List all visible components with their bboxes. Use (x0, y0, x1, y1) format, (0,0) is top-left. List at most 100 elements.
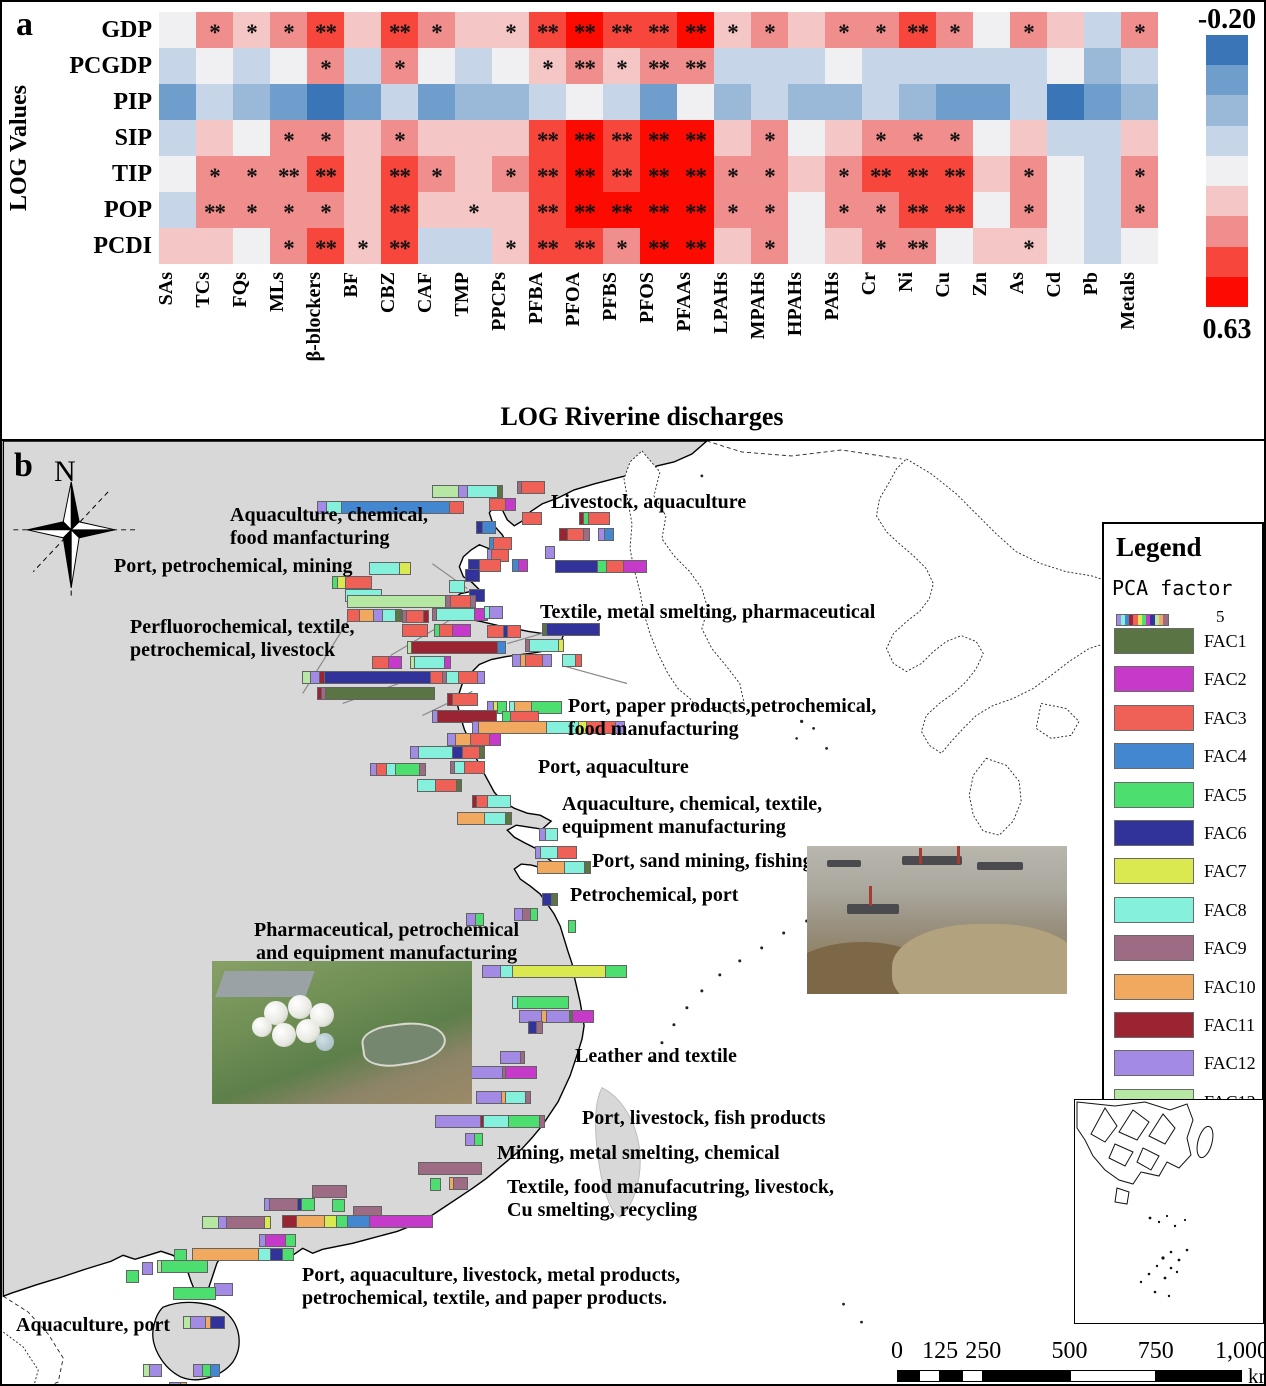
pca-bar-segment (456, 734, 471, 745)
pca-bar-segment (450, 581, 464, 592)
significance-marker: * (838, 200, 850, 225)
heatmap-cell (344, 84, 381, 120)
pca-bar-segment (488, 626, 504, 637)
pca-bar-segment (333, 1200, 344, 1211)
pca-stacked-bar (259, 1234, 296, 1247)
heatmap-cell: * (825, 192, 862, 228)
pca-bar-segment (371, 764, 377, 775)
pca-bar-segment (143, 1263, 152, 1274)
significance-marker: * (1023, 20, 1035, 45)
significance-marker: ** (574, 164, 596, 189)
pca-stacked-bar (562, 654, 582, 667)
heatmap-column-label: PAHs (820, 272, 843, 321)
map-label: Textile, food manufacutring, livestock, … (507, 1176, 835, 1221)
pca-bar-segment (411, 747, 419, 758)
pca-bar-segment (420, 764, 425, 775)
colorbar-segment (1206, 246, 1248, 278)
pca-bar-segment (475, 1134, 482, 1145)
colorbar-segment (1206, 95, 1248, 127)
significance-marker: * (357, 236, 369, 261)
pca-bar-segment (518, 997, 568, 1008)
pca-bar-segment (523, 909, 531, 920)
heatmap-cell: ** (566, 12, 603, 48)
pca-bar-segment (466, 570, 479, 581)
pca-bar-segment (490, 538, 494, 549)
heatmap-cell (788, 120, 825, 156)
heatmap-row-label: PCDI (93, 233, 152, 259)
scale-bar-segment (897, 1370, 919, 1382)
pca-bar-segment (457, 780, 461, 791)
heatmap-cell (1084, 120, 1121, 156)
photo-warehouse (215, 971, 315, 997)
pca-bar-segment (127, 1271, 138, 1282)
pca-bar-segment (431, 672, 443, 683)
significance-marker: ** (574, 236, 596, 261)
pca-bar-segment (573, 1011, 593, 1022)
heatmap-cell: ** (603, 156, 640, 192)
heatmap-cell: ** (529, 228, 566, 264)
heatmap-row-label: GDP (101, 17, 152, 43)
heatmap-cell (1121, 120, 1158, 156)
heatmap-cell: ** (196, 192, 233, 228)
significance-marker: * (320, 56, 332, 81)
pca-bar-segment (337, 1216, 348, 1227)
significance-marker: ** (389, 236, 411, 261)
colorbar-segment (1206, 276, 1248, 308)
pca-bar-segment (523, 513, 541, 524)
scale-bar-tick: 250 (965, 1338, 1002, 1364)
heatmap-cell (788, 192, 825, 228)
significance-marker: ** (574, 56, 596, 81)
pca-stacked-bar (435, 1115, 545, 1128)
pca-stacked-bar (417, 779, 462, 792)
significance-marker: * (875, 200, 887, 225)
pca-stacked-bar (192, 1248, 294, 1261)
pca-bar-segment (450, 502, 463, 513)
pca-stacked-bar (517, 481, 545, 494)
legend-label: FAC5 (1204, 784, 1247, 805)
heatmap-column-label: MPAHs (746, 272, 769, 340)
pca-bar-segment (298, 1199, 302, 1210)
significance-marker: * (431, 164, 443, 189)
significance-marker: * (505, 236, 517, 261)
heatmap-cell: * (936, 120, 973, 156)
legend-label: FAC1 (1204, 631, 1247, 651)
scale-bar-unit: km (1248, 1364, 1264, 1386)
heatmap-cell (973, 156, 1010, 192)
pca-stacked-bar (545, 546, 555, 559)
pca-bar-segment (447, 672, 459, 683)
heatmap-cell (973, 228, 1010, 264)
legend-sample-segment (1121, 615, 1125, 625)
pca-bar-segment (522, 482, 544, 493)
significance-marker: * (727, 200, 739, 225)
heatmap-cell: ** (566, 120, 603, 156)
pca-bar-segment (450, 1178, 454, 1189)
pca-bar-segment (346, 577, 371, 588)
heatmap-cell: * (862, 192, 899, 228)
heatmap-cell: ** (529, 12, 566, 48)
inset-islands (1139, 1214, 1189, 1298)
pca-bar-segment (606, 966, 626, 977)
pca-bar-segment (270, 1199, 298, 1210)
map-label: Port, petrochemical, mining (114, 555, 353, 577)
ship-icon (977, 862, 1023, 870)
pca-bar-segment (389, 657, 401, 668)
pca-stacked-bar (535, 846, 577, 859)
pca-bar-segment (485, 813, 506, 824)
pca-bar-segment (400, 563, 410, 574)
pca-bar-segment (565, 862, 585, 873)
legend-sample-segment (1133, 615, 1138, 625)
map-label: Petrochemical, port (570, 884, 739, 906)
significance-marker: ** (611, 200, 633, 225)
pca-bar-segment (469, 560, 480, 571)
storage-tank-icon (288, 995, 312, 1019)
heatmap-cell (640, 84, 677, 120)
heatmap-cell (788, 48, 825, 84)
heatmap-cell: * (751, 228, 788, 264)
legend-swatch-fac3 (1114, 704, 1194, 731)
pca-bar-segment (624, 561, 646, 572)
pca-bar-segment (540, 829, 546, 840)
pca-bar-segment (473, 722, 479, 733)
heatmap-cell: ** (270, 156, 307, 192)
heatmap-cell: ** (677, 48, 714, 84)
heatmap-cell: ** (677, 156, 714, 192)
